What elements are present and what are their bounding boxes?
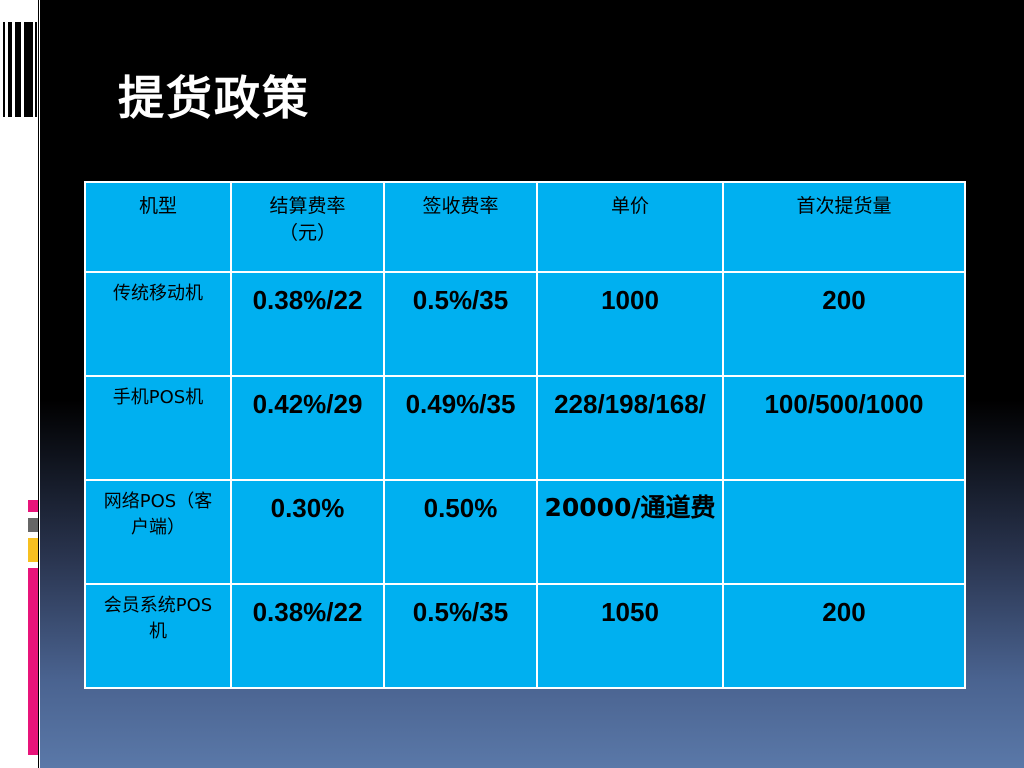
cell-first-order: 200 [722, 583, 966, 689]
accent-block-pink-long [28, 568, 38, 755]
cell-settle-rate: 0.38%/22 [230, 583, 385, 689]
cell-model: 会员系统POS机 [84, 583, 232, 689]
accent-block-yellow [28, 538, 38, 562]
cell-sign-rate: 0.49%/35 [383, 375, 538, 481]
stripe [24, 22, 33, 117]
stripe [3, 22, 5, 117]
header-cell-model: 机型 [84, 181, 232, 273]
cell-first-order: 100/500/1000 [722, 375, 966, 481]
table-row: 手机POS机 0.42%/29 0.49%/35 228/198/168/ 10… [84, 375, 966, 481]
header-cell-sign-rate: 签收费率 [383, 181, 538, 273]
cell-model: 手机POS机 [84, 375, 232, 481]
barcode-stripes [0, 22, 38, 117]
cell-unit-price: 228/198/168/ [536, 375, 724, 481]
cell-model: 传统移动机 [84, 271, 232, 377]
cell-sign-rate: 0.50% [383, 479, 538, 585]
table-row: 会员系统POS机 0.38%/22 0.5%/35 1050 200 [84, 583, 966, 689]
table-row: 网络POS（客户端） 0.30% 0.50% 20000/通道费 [84, 479, 966, 585]
accent-block-pink [28, 500, 38, 512]
accent-block-gray [28, 518, 38, 532]
header-cell-unit-price: 单价 [536, 181, 724, 273]
header-cell-settle-rate: 结算费率（元） [230, 181, 385, 273]
cell-sign-rate: 0.5%/35 [383, 271, 538, 377]
cell-first-order [722, 479, 966, 585]
table-row: 传统移动机 0.38%/22 0.5%/35 1000 200 [84, 271, 966, 377]
left-decoration-bar [0, 0, 40, 768]
cell-unit-price: 1000 [536, 271, 724, 377]
cell-first-order: 200 [722, 271, 966, 377]
cell-settle-rate: 0.42%/29 [230, 375, 385, 481]
cell-unit-price: 20000/通道费 [536, 479, 724, 585]
divider [38, 0, 39, 768]
stripe [8, 22, 12, 117]
cell-settle-rate: 0.38%/22 [230, 271, 385, 377]
cell-model: 网络POS（客户端） [84, 479, 232, 585]
policy-table: 机型 结算费率（元） 签收费率 单价 首次提货量 传统移动机 0.38%/22 … [84, 181, 966, 689]
slide-title: 提货政策 [118, 71, 310, 125]
header-cell-first-order: 首次提货量 [722, 181, 966, 273]
stripe [15, 22, 21, 117]
cell-sign-rate: 0.5%/35 [383, 583, 538, 689]
color-accent-blocks [28, 500, 38, 755]
cell-settle-rate: 0.30% [230, 479, 385, 585]
table-header-row: 机型 结算费率（元） 签收费率 单价 首次提货量 [84, 181, 966, 273]
cell-unit-price: 1050 [536, 583, 724, 689]
stripe [35, 22, 37, 117]
